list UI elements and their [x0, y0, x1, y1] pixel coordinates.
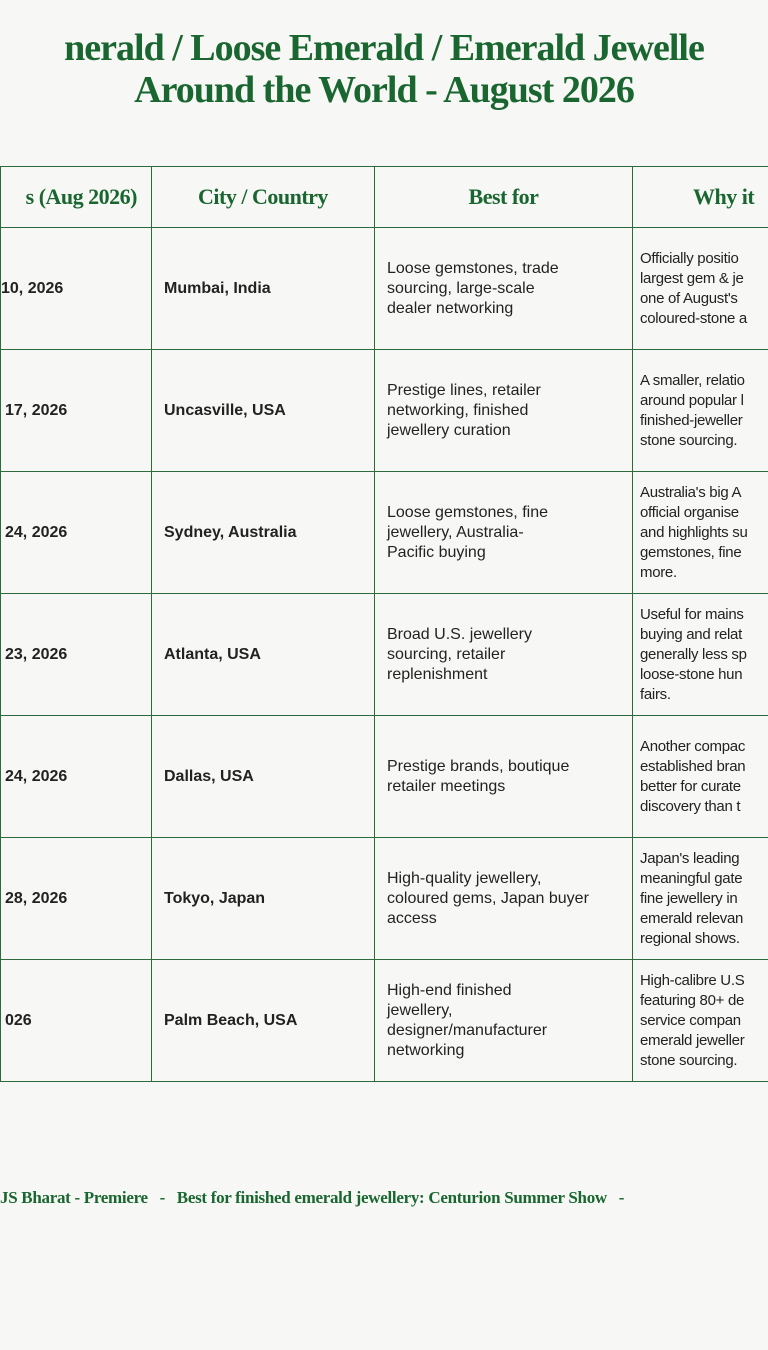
cell-dates: 10, 2026 [0, 227, 152, 350]
page-title-line-1: nerald / Loose Emerald / Emerald Jewelle [64, 27, 705, 69]
cell-city: Tokyo, Japan [151, 837, 375, 960]
cell-best-for: Loose gemstones, fine jewellery, Austral… [374, 471, 633, 594]
cell-why: Officially positio largest gem & je one … [632, 227, 768, 350]
cell-why: A smaller, relatio around popular l fini… [632, 349, 768, 472]
cell-why: Japan's leading meaningful gate fine jew… [632, 837, 768, 960]
cell-city: Mumbai, India [151, 227, 375, 350]
cell-best-for: Prestige lines, retailer networking, fin… [374, 349, 633, 472]
page-title-line-2: Around the World - August 2026 [134, 69, 635, 111]
table-row: 23, 2026 Atlanta, USA Broad U.S. jewellery… [0, 593, 768, 716]
cell-why: Useful for mains buying and relat genera… [632, 593, 768, 716]
cell-why: High-calibre U.S featuring 80+ de servic… [632, 959, 768, 1082]
shows-table: s (Aug 2026) City / Country Best for Why… [0, 166, 768, 1082]
cell-city: Atlanta, USA [151, 593, 375, 716]
cell-city: Dallas, USA [151, 715, 375, 838]
cell-dates: 28, 2026 [0, 837, 152, 960]
table-row: 24, 2026 Dallas, USA Prestige brands, bout… [0, 715, 768, 838]
cell-best-for: Prestige brands, boutique retailer meeti… [374, 715, 633, 838]
table-row: 24, 2026 Sydney, Australia Loose gemstones… [0, 471, 768, 594]
header-why: Why it [632, 166, 768, 228]
cell-best-for: Broad U.S. jewellery sourcing, retailer … [374, 593, 633, 716]
cell-best-for: High-quality jewellery, coloured gems, J… [374, 837, 633, 960]
table-row: 28, 2026 Tokyo, Japan High-quality jewelle… [0, 837, 768, 960]
footer-summary: JS Bharat - Premiere - Best for finished… [0, 1188, 625, 1207]
header-dates: s (Aug 2026) [0, 166, 152, 228]
header-city-country: City / Country [151, 166, 375, 228]
header-best-for: Best for [374, 166, 633, 228]
table-row: 10, 2026 Mumbai, India Loose gemstones, tr… [0, 227, 768, 350]
cell-dates: 24, 2026 [0, 715, 152, 838]
table-header-row: s (Aug 2026) City / Country Best for Why… [0, 166, 768, 228]
cell-city: Sydney, Australia [151, 471, 375, 594]
cell-dates: 17, 2026 [0, 349, 152, 472]
cell-why: Another compac established bran better f… [632, 715, 768, 838]
cell-city: Palm Beach, USA [151, 959, 375, 1082]
table-row: 17, 2026 Uncasville, USA Prestige lines, r… [0, 349, 768, 472]
cell-dates: 026 [0, 959, 152, 1082]
cell-dates: 24, 2026 [0, 471, 152, 594]
cell-dates: 23, 2026 [0, 593, 152, 716]
shows-table-container: s (Aug 2026) City / Country Best for Why… [0, 166, 768, 1082]
cell-best-for: High-end finished jewellery, designer/ma… [374, 959, 633, 1082]
cell-city: Uncasville, USA [151, 349, 375, 472]
cell-best-for: Loose gemstones, trade sourcing, large-s… [374, 227, 633, 350]
cell-why: Australia's big A official organise and … [632, 471, 768, 594]
table-row: 026 Palm Beach, USA High-end finished jewe… [0, 959, 768, 1082]
